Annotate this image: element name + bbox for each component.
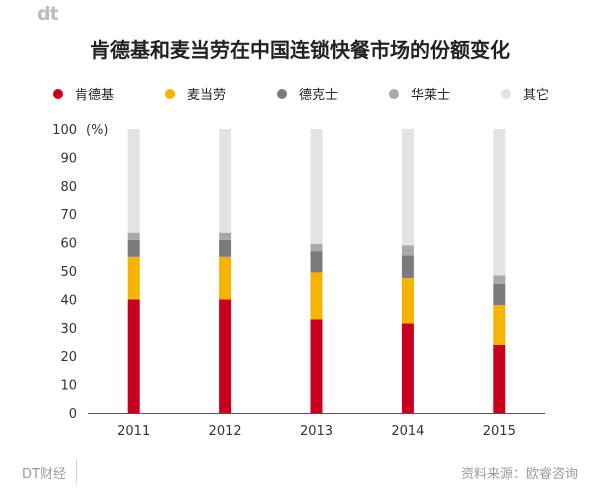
legend: 肯德基 麦当劳 德克士 华莱士 其它 [0,84,600,104]
dt-logo: dt [37,3,59,25]
bar-segment-2 [401,278,414,324]
bar-segment-2 [219,256,232,300]
bar-segment-3 [493,283,506,306]
y-tick-label: 0 [69,407,77,422]
legend-label-dicos: 德克士 [299,88,339,103]
legend-swatch-kfc [53,88,63,99]
bar-segment-3 [310,251,323,273]
bar-segment-5 [310,129,323,245]
legend-item-mcdonalds: 麦当劳 [165,84,226,103]
bar-segment-1 [493,344,506,413]
legend-swatch-others [501,88,511,99]
bar-segment-5 [127,129,140,233]
y-tick-label: 20 [60,350,77,365]
bar-segment-3 [401,255,414,279]
y-tick-label: 40 [60,293,77,308]
bar-segment-4 [127,232,140,240]
bar-segment-1 [310,319,323,413]
bar-segment-2 [310,272,323,320]
bar-segment-2 [493,305,506,345]
y-tick-label: 10 [60,379,77,394]
y-unit-label: (%) [86,123,109,138]
bar-segment-1 [127,299,140,413]
legend-swatch-wallace [389,88,399,99]
y-tick-label: 30 [60,322,77,337]
bar-segment-5 [219,129,232,233]
bar-segment-4 [401,245,414,256]
y-tick-label: 100 [52,123,77,138]
bar-segment-2 [127,256,140,300]
y-tick-label: 50 [60,265,77,280]
y-tick-label: 80 [60,180,77,195]
legend-item-dicos: 德克士 [277,84,338,103]
x-tick-label: 2011 [117,424,150,439]
bar-segment-3 [219,239,232,257]
legend-swatch-mcdonalds [165,88,175,99]
x-tick-label: 2013 [300,424,333,439]
bar-segment-4 [493,275,506,284]
legend-label-mcdonalds: 麦当劳 [187,88,227,103]
legend-item-kfc: 肯德基 [53,84,114,103]
bar-segment-4 [219,232,232,240]
y-tick-label: 90 [60,151,77,166]
legend-item-wallace: 华莱士 [389,84,450,103]
bar-segment-1 [401,323,414,413]
x-tick-label: 2015 [483,424,516,439]
bar-segment-3 [127,239,140,257]
legend-item-others: 其它 [501,84,549,103]
bar-segment-5 [401,129,414,246]
legend-swatch-dicos [277,88,287,99]
legend-label-kfc: 肯德基 [75,88,115,103]
y-tick-label: 70 [60,208,77,223]
footer-brand: DT财经 [22,467,66,482]
chart-title: 肯德基和麦当劳在中国连锁快餐市场的份额变化 [90,38,510,62]
bar-segment-5 [493,129,506,276]
footer-source: 资料来源：欧睿咨询 [460,467,578,482]
x-tick-label: 2012 [209,424,242,439]
legend-label-others: 其它 [523,88,550,103]
bar-segment-4 [310,244,323,252]
y-tick-label: 60 [60,237,77,252]
x-tick-label: 2014 [391,424,424,439]
footer-divider [76,459,77,483]
legend-label-wallace: 华莱士 [411,88,451,103]
bar-segment-1 [219,299,232,413]
